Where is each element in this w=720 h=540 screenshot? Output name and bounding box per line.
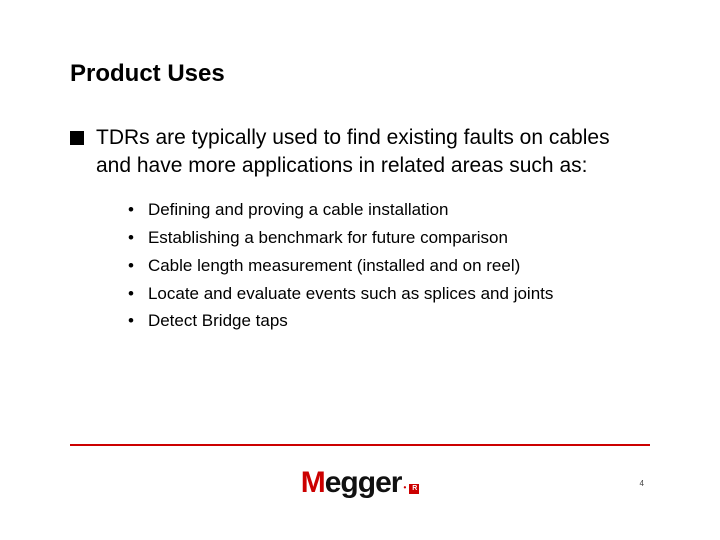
megger-logo: Megger• R [301,466,420,500]
page-number: 4 [640,479,644,488]
slide: Product Uses TDRs are typically used to … [0,0,720,540]
list-item-text: Cable length measurement (installed and … [148,255,520,278]
list-item-text: Defining and proving a cable installatio… [148,199,449,222]
bullet-dot-icon: • [128,310,134,333]
list-item-text: Locate and evaluate events such as splic… [148,283,553,306]
square-bullet-icon [70,131,84,145]
list-item-text: Establishing a benchmark for future comp… [148,227,508,250]
list-item: • Locate and evaluate events such as spl… [128,283,650,306]
divider-line [70,444,650,446]
registered-mark-icon: R [409,484,419,494]
footer: Megger• R [0,466,720,500]
bullet-dot-icon: • [128,227,134,250]
list-item: • Establishing a benchmark for future co… [128,227,650,250]
main-bullet-text: TDRs are typically used to find existing… [96,124,650,181]
bullet-dot-icon: • [128,283,134,306]
list-item: • Defining and proving a cable installat… [128,199,650,222]
bullet-dot-icon: • [128,199,134,222]
logo-first-letter: M [301,466,325,500]
logo-rest: egger [325,466,402,500]
list-item-text: Detect Bridge taps [148,310,288,333]
main-bullet: TDRs are typically used to find existing… [70,124,650,181]
bullet-dot-icon: • [128,255,134,278]
list-item: • Cable length measurement (installed an… [128,255,650,278]
sub-bullet-list: • Defining and proving a cable installat… [128,199,650,334]
slide-title: Product Uses [70,60,650,88]
list-item: • Detect Bridge taps [128,310,650,333]
logo-dot-icon: • [403,483,405,492]
